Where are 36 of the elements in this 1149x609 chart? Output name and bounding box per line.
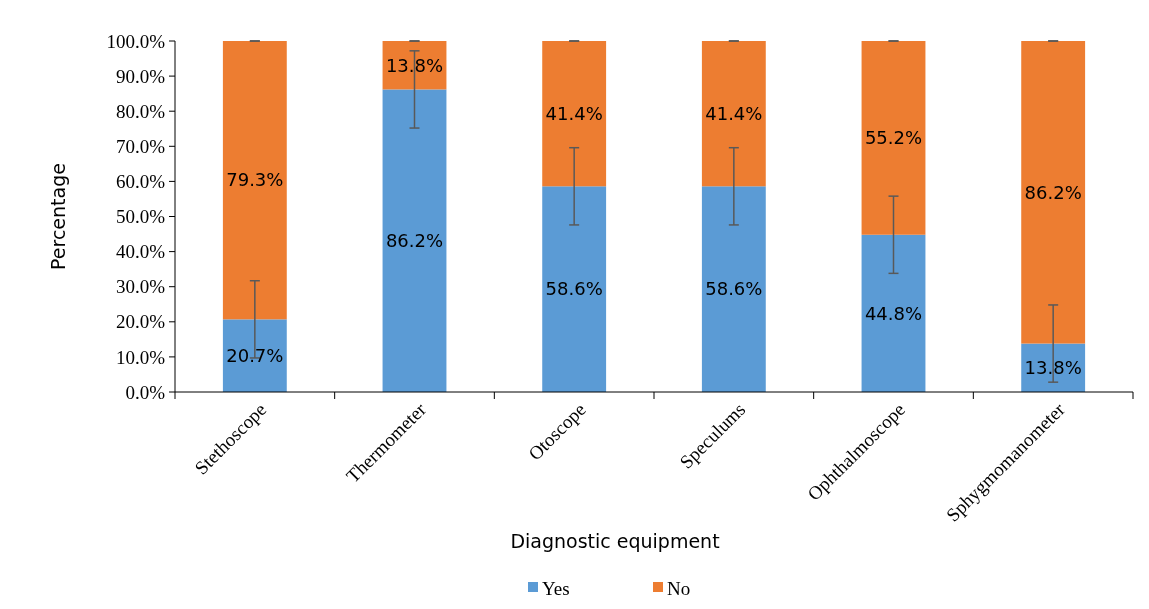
y-tick-label: 40.0%	[115, 241, 166, 263]
data-label: 86.2%	[385, 230, 444, 252]
data-label: 44.8%	[864, 302, 923, 324]
data-label: 79.3%	[226, 169, 284, 191]
y-tick-label: 30.0%	[115, 276, 166, 298]
bar	[1021, 41, 1086, 344]
bar	[222, 41, 287, 320]
bar	[542, 41, 607, 187]
bar	[861, 234, 926, 392]
y-tick-label: 60.0%	[115, 171, 166, 193]
bar	[701, 186, 766, 392]
bar	[542, 186, 607, 392]
data-label: 58.6%	[705, 278, 763, 300]
y-tick-label: 90.0%	[115, 65, 166, 87]
bar	[382, 89, 447, 392]
y-axis-title: Percentage	[47, 163, 69, 270]
data-label: 41.4%	[705, 102, 763, 124]
y-tick-label: 0.0%	[125, 381, 166, 403]
y-tick-label: 100.0%	[106, 30, 166, 52]
y-tick-label: 70.0%	[115, 135, 166, 157]
y-tick-label: 50.0%	[115, 206, 166, 228]
y-tick-label: 10.0%	[115, 346, 166, 368]
data-label: 58.6%	[545, 278, 603, 300]
data-label: 13.8%	[1024, 357, 1082, 379]
y-tick-label: 20.0%	[115, 311, 166, 333]
legend-label: Yes	[542, 577, 570, 599]
bar	[222, 319, 287, 392]
data-label: 20.7%	[226, 344, 284, 366]
bar	[861, 41, 926, 235]
bar	[701, 41, 766, 187]
x-axis-title: Diagnostic equipment	[510, 530, 720, 552]
y-tick-label: 80.0%	[115, 100, 166, 122]
data-label: 41.4%	[545, 102, 603, 124]
legend-label: No	[667, 577, 691, 599]
data-label: 86.2%	[1024, 181, 1082, 203]
data-label: 55.2%	[864, 127, 923, 149]
